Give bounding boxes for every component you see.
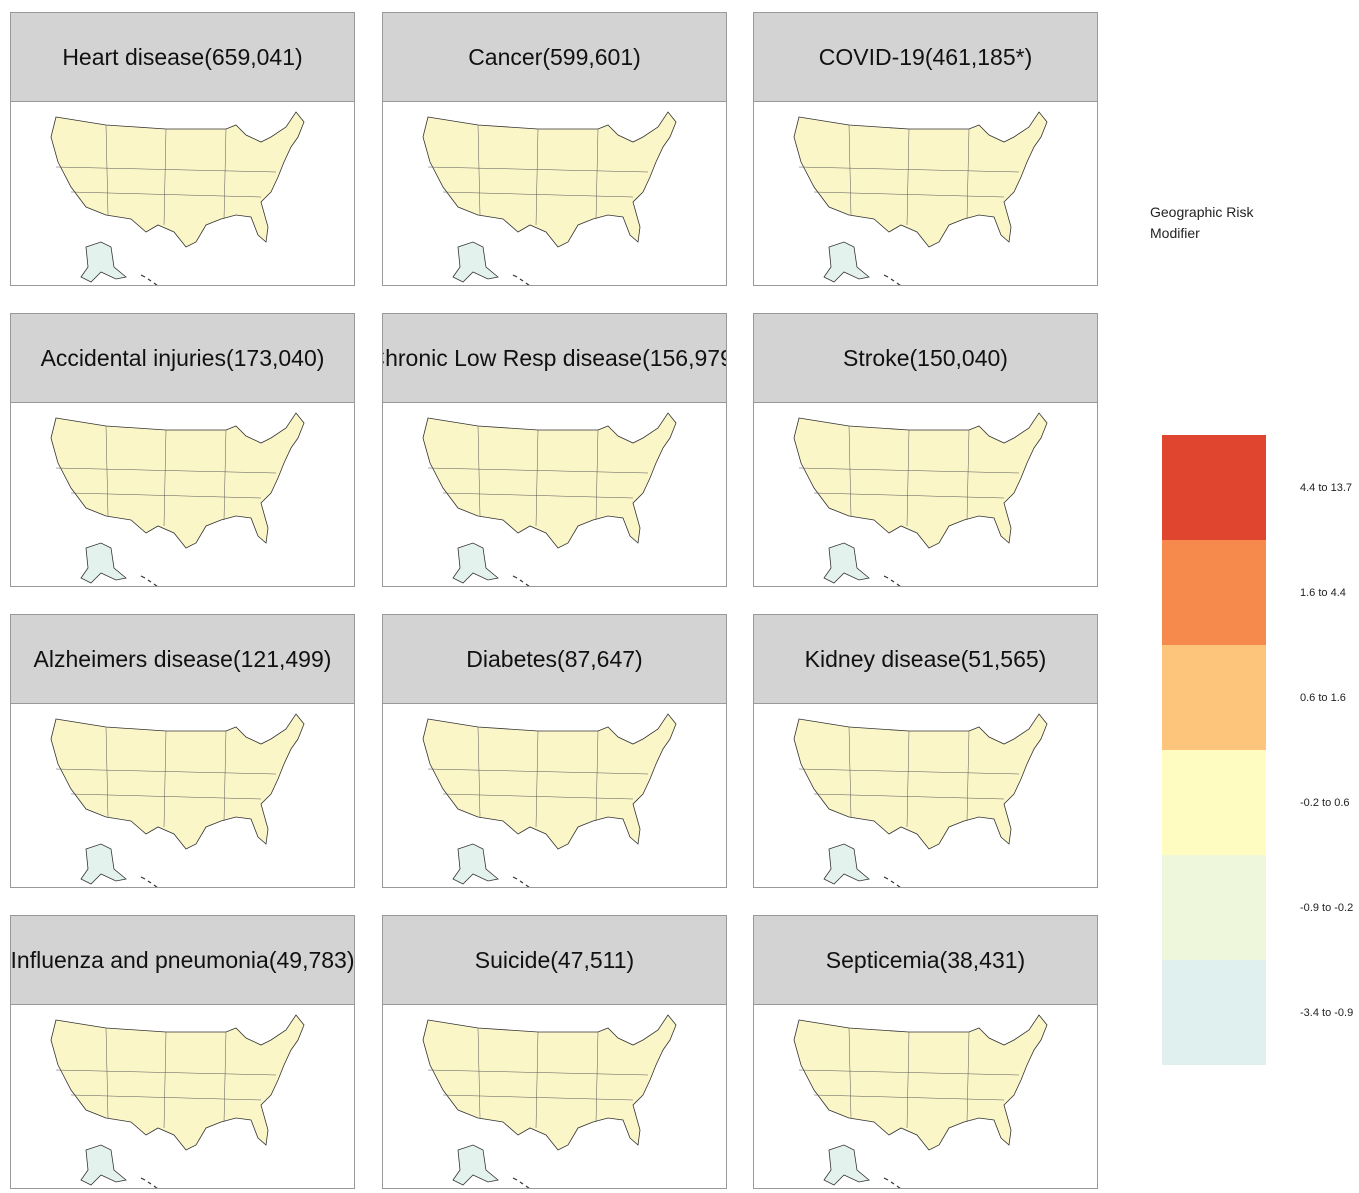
legend-title: Geographic Risk Modifier [1150,202,1280,244]
panel-title: Kidney disease(51,565) [754,615,1097,704]
us-map [383,102,726,285]
contiguous-us [51,1015,304,1150]
us-map [383,704,726,887]
map-area [11,102,354,285]
hawaii [513,576,530,586]
panel-title: Stroke(150,040) [754,314,1097,403]
contiguous-us [51,112,304,247]
legend-swatch [1162,960,1266,1065]
contiguous-us [794,1015,1047,1150]
legend-swatch [1162,645,1266,750]
panel: COVID-19(461,185*) [753,12,1098,286]
panel: Accidental injuries(173,040) [10,313,355,587]
panel: Stroke(150,040) [753,313,1098,587]
legend-swatch [1162,435,1266,540]
panel: Chronic Low Resp disease(156,979) [382,313,727,587]
contiguous-us [423,112,676,247]
panel-title: Accidental injuries(173,040) [11,314,354,403]
alaska [453,543,498,583]
map-area [754,403,1097,586]
hawaii [513,877,530,887]
panel: Diabetes(87,647) [382,614,727,888]
us-map [754,102,1097,285]
hawaii [141,877,158,887]
alaska [81,844,126,884]
alaska [453,1145,498,1185]
contiguous-us [423,1015,676,1150]
alaska [824,844,869,884]
page: Heart disease(659,041) Cancer(599,601) C… [0,0,1359,1183]
panel-title: Chronic Low Resp disease(156,979) [383,314,726,403]
panel-title: Diabetes(87,647) [383,615,726,704]
panel-title: Heart disease(659,041) [11,13,354,102]
hawaii [513,1178,530,1188]
legend-label: -0.9 to -0.2 [1300,902,1353,914]
panel: Kidney disease(51,565) [753,614,1098,888]
panel-title: Alzheimers disease(121,499) [11,615,354,704]
map-area [383,403,726,586]
us-map [383,403,726,586]
panel: Cancer(599,601) [382,12,727,286]
legend-label: 1.6 to 4.4 [1300,587,1346,599]
alaska [824,1145,869,1185]
map-area [383,1005,726,1188]
legend-label: -3.4 to -0.9 [1300,1007,1353,1019]
map-area [383,102,726,285]
hawaii [141,576,158,586]
us-map [11,403,354,586]
panel-title: Cancer(599,601) [383,13,726,102]
legend-label: 0.6 to 1.6 [1300,692,1346,704]
alaska [81,242,126,282]
us-map [383,1005,726,1188]
hawaii [884,1178,901,1188]
contiguous-us [51,714,304,849]
alaska [453,844,498,884]
us-map [754,704,1097,887]
map-area [754,704,1097,887]
panel: Septicemia(38,431) [753,915,1098,1189]
alaska [81,543,126,583]
panel-title: Suicide(47,511) [383,916,726,1005]
alaska [824,242,869,282]
contiguous-us [423,413,676,548]
hawaii [884,576,901,586]
contiguous-us [794,112,1047,247]
us-map [754,403,1097,586]
contiguous-us [794,714,1047,849]
hawaii [884,877,901,887]
map-area [754,1005,1097,1188]
alaska [824,543,869,583]
panel: Alzheimers disease(121,499) [10,614,355,888]
alaska [81,1145,126,1185]
panel-title: COVID-19(461,185*) [754,13,1097,102]
legend-swatch [1162,855,1266,960]
contiguous-us [51,413,304,548]
us-map [11,704,354,887]
us-map [11,102,354,285]
hawaii [141,1178,158,1188]
map-area [11,403,354,586]
us-map [11,1005,354,1188]
panel-title: Septicemia(38,431) [754,916,1097,1005]
map-area [754,102,1097,285]
contiguous-us [794,413,1047,548]
hawaii [513,275,530,285]
alaska [453,242,498,282]
legend-swatch [1162,540,1266,645]
hawaii [141,275,158,285]
map-area [383,704,726,887]
contiguous-us [423,714,676,849]
panel-title: Influenza and pneumonia(49,783) [11,916,354,1005]
hawaii [884,275,901,285]
legend-swatch [1162,750,1266,855]
panel: Suicide(47,511) [382,915,727,1189]
legend-label: 4.4 to 13.7 [1300,482,1352,494]
panel: Heart disease(659,041) [10,12,355,286]
panel: Influenza and pneumonia(49,783) [10,915,355,1189]
map-area [11,704,354,887]
us-map [754,1005,1097,1188]
map-area [11,1005,354,1188]
legend-label: -0.2 to 0.6 [1300,797,1350,809]
